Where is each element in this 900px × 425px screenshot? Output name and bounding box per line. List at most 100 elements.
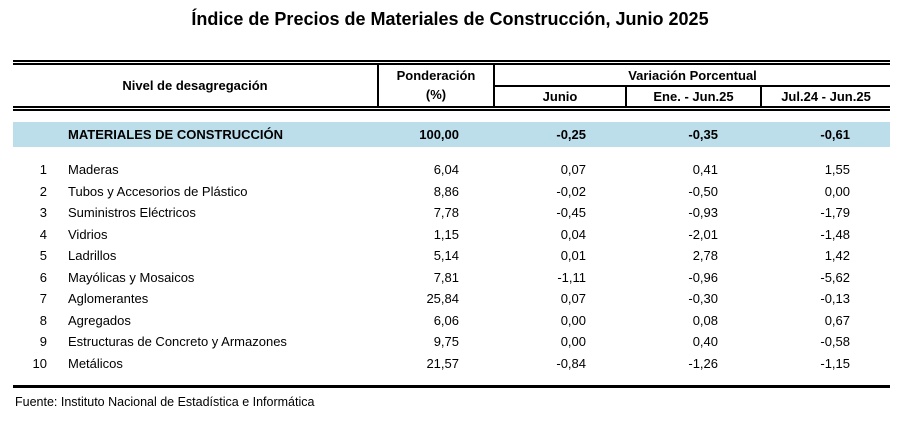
- summary-weight: 100,00: [419, 127, 459, 142]
- row-junio: -0,02: [556, 183, 586, 199]
- row-name-cell: 10 Metálicos: [13, 356, 377, 371]
- summary-jul-jun: -0,61: [820, 127, 850, 142]
- row-ene-jun: 0,08: [692, 312, 718, 328]
- row-ene-jun: -0,93: [688, 205, 718, 221]
- row-jul-jun: 0,67: [824, 312, 850, 328]
- row-jul-jun: 1,55: [824, 162, 850, 178]
- row-label: Mayólicas y Mosaicos: [68, 269, 195, 285]
- row-label: Suministros Eléctricos: [68, 205, 196, 221]
- row-weight: 25,84: [426, 291, 459, 307]
- column-header-junio: Junio: [493, 87, 625, 106]
- table-body: 1 Maderas 6,04 0,07 0,41 1,55 2 Tubos y …: [13, 159, 890, 374]
- column-group-variation: Variación Porcentual: [493, 65, 890, 87]
- row-number: 8: [39, 312, 47, 328]
- source-note: Fuente: Instituto Nacional de Estadístic…: [15, 395, 315, 409]
- row-name-cell: 8 Agregados: [13, 313, 377, 328]
- summary-label: MATERIALES DE CONSTRUCCIÓN: [68, 127, 283, 142]
- row-junio: -0,45: [556, 205, 586, 221]
- row-number: 6: [39, 269, 47, 285]
- row-ene-jun: 0,41: [692, 162, 718, 178]
- column-header-weight-line1: Ponderación: [396, 68, 476, 84]
- row-weight: 7,81: [433, 269, 459, 285]
- row-number: 1: [39, 162, 47, 178]
- table-row: 2 Tubos y Accesorios de Plástico 8,86 -0…: [13, 181, 890, 203]
- row-number: 4: [39, 226, 47, 242]
- row-junio: 0,07: [560, 291, 586, 307]
- row-weight: 21,57: [426, 355, 459, 371]
- row-label: Estructuras de Concreto y Armazones: [68, 334, 287, 350]
- row-jul-jun: 0,00: [824, 183, 850, 199]
- row-label: Agregados: [68, 312, 131, 328]
- row-label: Ladrillos: [68, 248, 117, 264]
- row-junio: -1,11: [557, 269, 586, 285]
- row-jul-jun: -0,58: [820, 334, 850, 350]
- row-weight: 5,14: [433, 248, 459, 264]
- row-ene-jun: 2,78: [692, 248, 718, 264]
- header-bottom-rule: [13, 106, 890, 111]
- table-row: 8 Agregados 6,06 0,00 0,08 0,67: [13, 310, 890, 332]
- row-ene-jun: -0,96: [688, 269, 718, 285]
- summary-junio: -0,25: [556, 127, 586, 142]
- row-number: 2: [39, 183, 47, 199]
- row-junio: -0,84: [556, 355, 586, 371]
- row-label: Metálicos: [68, 355, 123, 371]
- row-name-cell: 3 Suministros Eléctricos: [13, 205, 377, 220]
- row-number: 10: [32, 355, 47, 371]
- row-name-cell: 9 Estructuras de Concreto y Armazones: [13, 334, 377, 349]
- row-label: Maderas: [68, 162, 119, 178]
- row-weight: 6,04: [433, 162, 459, 178]
- row-ene-jun: -0,50: [688, 183, 718, 199]
- row-ene-jun: -2,01: [688, 226, 718, 242]
- row-ene-jun: -0,30: [688, 291, 718, 307]
- row-junio: 0,00: [560, 334, 586, 350]
- row-number: 7: [39, 291, 47, 307]
- header-top-rule: [13, 60, 890, 65]
- row-jul-jun: -1,15: [820, 355, 850, 371]
- row-weight: 7,78: [433, 205, 459, 221]
- row-name-cell: 6 Mayólicas y Mosaicos: [13, 270, 377, 285]
- row-ene-jun: 0,40: [692, 334, 718, 350]
- column-header-weight: Ponderación (%): [377, 65, 493, 106]
- row-junio: 0,07: [560, 162, 586, 178]
- row-name-cell: 7 Aglomerantes: [13, 291, 377, 306]
- row-name-cell: 2 Tubos y Accesorios de Plástico: [13, 184, 377, 199]
- row-label: Aglomerantes: [68, 291, 149, 307]
- summary-ene-jun: -0,35: [688, 127, 718, 142]
- table-row: 3 Suministros Eléctricos 7,78 -0,45 -0,9…: [13, 202, 890, 224]
- row-junio: 0,00: [560, 312, 586, 328]
- row-jul-jun: -5,62: [820, 269, 850, 285]
- page-title: Índice de Precios de Materiales de Const…: [191, 9, 709, 29]
- column-header-weight-line2: (%): [425, 86, 447, 102]
- table-header: Nivel de desagregación Ponderación (%) V…: [13, 65, 890, 106]
- table-row: 1 Maderas 6,04 0,07 0,41 1,55: [13, 159, 890, 181]
- row-weight: 6,06: [433, 312, 459, 328]
- row-weight: 8,86: [433, 183, 459, 199]
- table-row: 5 Ladrillos 5,14 0,01 2,78 1,42: [13, 245, 890, 267]
- row-ene-jun: -1,26: [688, 355, 718, 371]
- row-name-cell: 4 Vidrios: [13, 227, 377, 242]
- row-jul-jun: -1,48: [820, 226, 850, 242]
- row-name-cell: 5 Ladrillos: [13, 248, 377, 263]
- row-label: Tubos y Accesorios de Plástico: [68, 183, 248, 199]
- row-name-cell: 1 Maderas: [13, 162, 377, 177]
- table-bottom-rule: [13, 385, 890, 388]
- table-row: 6 Mayólicas y Mosaicos 7,81 -1,11 -0,96 …: [13, 267, 890, 289]
- row-number: 9: [39, 334, 47, 350]
- column-header-ene-jun: Ene. - Jun.25: [625, 87, 760, 106]
- row-jul-jun: -0,13: [820, 291, 850, 307]
- row-number: 5: [39, 248, 47, 264]
- row-number: 3: [39, 205, 47, 221]
- row-label: Vidrios: [68, 226, 108, 242]
- table-row: 7 Aglomerantes 25,84 0,07 -0,30 -0,13: [13, 288, 890, 310]
- row-junio: 0,01: [560, 248, 586, 264]
- summary-row: MATERIALES DE CONSTRUCCIÓN 100,00 -0,25 …: [13, 122, 890, 147]
- row-jul-jun: 1,42: [824, 248, 850, 264]
- table-row: 4 Vidrios 1,15 0,04 -2,01 -1,48: [13, 224, 890, 246]
- column-header-level: Nivel de desagregación: [122, 78, 268, 93]
- column-header-jul-jun: Jul.24 - Jun.25: [760, 87, 890, 106]
- table-row: 9 Estructuras de Concreto y Armazones 9,…: [13, 331, 890, 353]
- table-row: 10 Metálicos 21,57 -0,84 -1,26 -1,15: [13, 353, 890, 375]
- row-weight: 9,75: [433, 334, 459, 350]
- row-junio: 0,04: [560, 226, 586, 242]
- row-jul-jun: -1,79: [820, 205, 850, 221]
